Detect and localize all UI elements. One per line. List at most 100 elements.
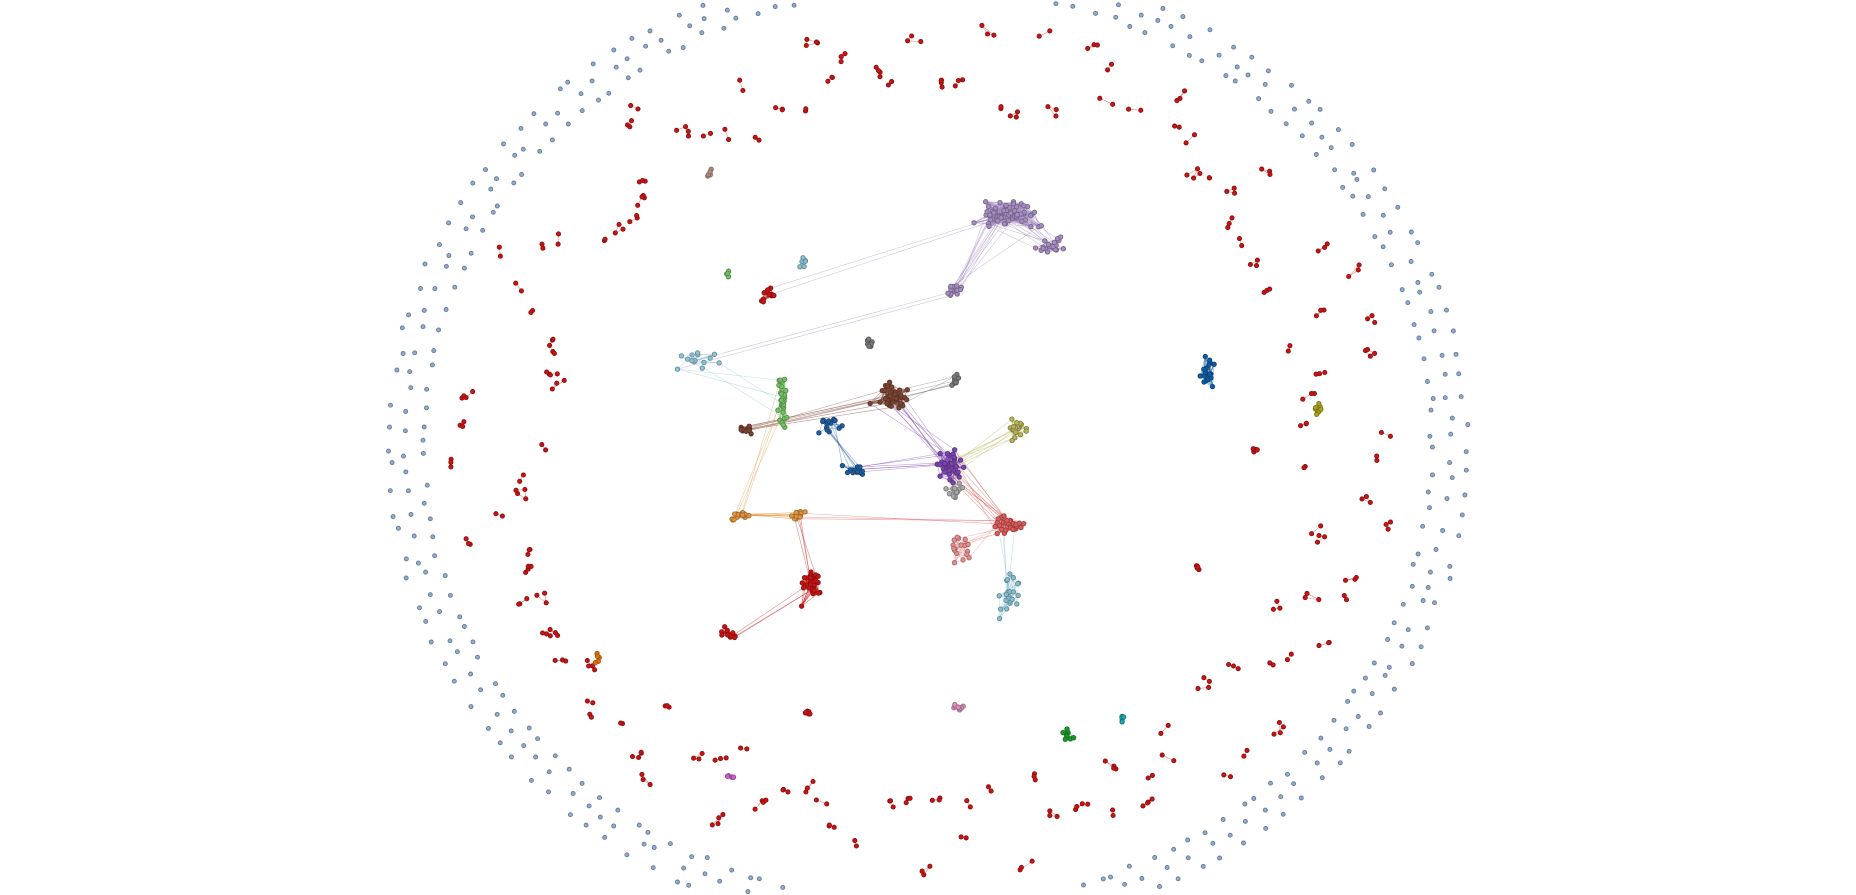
isolated-node [1436, 284, 1442, 290]
isolated-node [1371, 660, 1377, 666]
isolated-node [442, 573, 448, 579]
lavender-cluster-node [991, 210, 997, 216]
blue-cluster-node [832, 417, 838, 424]
isolated-node [1289, 82, 1294, 88]
isolated-node [1292, 106, 1297, 112]
small-component-node [831, 824, 837, 830]
small-component-node [1176, 124, 1182, 130]
small-component-node [1318, 523, 1324, 529]
graph-edge [828, 431, 861, 468]
small-component-node [709, 822, 715, 828]
graph-edge [693, 361, 785, 419]
isolated-node [667, 841, 673, 847]
isolated-node [423, 569, 429, 575]
small-component-node [1356, 262, 1362, 268]
small-component-node [540, 245, 546, 251]
red-cluster-node [807, 575, 814, 581]
small-component-node [683, 124, 689, 130]
purple-cluster-node [942, 469, 948, 475]
salmon-cluster-node [1004, 517, 1010, 524]
small-component-node [1047, 28, 1053, 34]
red-cluster-node [799, 580, 805, 586]
small-component-node [1364, 347, 1371, 353]
isolated-node [624, 56, 630, 62]
small-component-node [1316, 371, 1323, 377]
small-component-node [1355, 267, 1361, 273]
isolated-node [1227, 832, 1233, 838]
small-component-node [1149, 772, 1155, 778]
salmon-cluster-node [1013, 522, 1019, 528]
light-green-cluster-node [778, 397, 785, 403]
red-cluster-node [803, 709, 809, 715]
lavender-cluster-node [1019, 218, 1025, 224]
isolated-node [1180, 14, 1186, 20]
isolated-node [508, 754, 514, 760]
green-cluster-node [1064, 726, 1070, 732]
isolated-node [1350, 193, 1356, 199]
isolated-node [387, 424, 392, 430]
graph-edge [944, 428, 1019, 464]
isolated-node [493, 681, 498, 687]
isolated-node [401, 453, 406, 459]
red-cluster-node [801, 575, 808, 581]
graph-edge [833, 419, 843, 466]
graph-edge [950, 226, 1039, 288]
small-component-node [549, 386, 555, 392]
small-component-node [1304, 590, 1310, 596]
isolated-node [570, 791, 576, 796]
purple-cluster-node [951, 454, 957, 460]
small-component-node [752, 134, 758, 140]
isolated-node [1216, 52, 1222, 58]
green-cluster-node [1070, 735, 1077, 741]
graph-edge [734, 588, 814, 638]
small-component-node [1126, 106, 1132, 112]
small-component-node [1309, 531, 1315, 537]
isolated-node [1409, 583, 1415, 589]
small-component-node [674, 127, 680, 133]
isolated-node [497, 740, 503, 746]
graph-edge [904, 397, 952, 464]
small-component-node [1324, 241, 1330, 247]
small-component-node [1191, 175, 1197, 181]
purple-cluster-node [956, 474, 962, 480]
small-component-node [829, 74, 835, 80]
light-cyan-cluster-node [1004, 606, 1010, 612]
small-component-node [1302, 595, 1308, 601]
small-component-node [555, 632, 561, 639]
small-component-node [1226, 220, 1232, 227]
isolated-node [420, 450, 426, 456]
brown-cluster-node [882, 387, 888, 394]
isolated-node [1420, 598, 1426, 603]
isolated-node [1217, 855, 1223, 861]
isolated-node [611, 823, 617, 829]
graph-edge [962, 539, 966, 560]
red-cluster-node [771, 292, 777, 299]
small-component-node [773, 105, 779, 111]
isolated-node [1268, 780, 1273, 786]
isolated-node [494, 176, 499, 182]
small-component-node [907, 795, 913, 801]
isolated-node [1126, 863, 1132, 869]
salmon-cluster-node [997, 522, 1003, 529]
isolated-node [1372, 234, 1378, 240]
isolated-node [1346, 748, 1352, 754]
small-component-node [707, 130, 714, 136]
small-component-node [620, 226, 626, 232]
isolated-node [1380, 212, 1386, 218]
small-component-node [664, 703, 670, 709]
lavender-cluster-node [995, 218, 1001, 224]
isolated-node [1365, 194, 1371, 200]
isolated-node [1430, 396, 1436, 402]
small-component-node [1172, 123, 1178, 129]
isolated-node [432, 553, 438, 559]
small-component-node [1102, 758, 1108, 764]
isolated-node [791, 2, 797, 8]
small-component-node [1110, 812, 1116, 819]
small-component-node [723, 755, 729, 761]
brown-cluster-node [867, 400, 873, 407]
isolated-node [1360, 211, 1366, 217]
olive-cluster-node [1014, 420, 1020, 426]
small-component-node [1253, 263, 1260, 269]
red-cluster-node [798, 603, 805, 609]
isolated-node [442, 661, 448, 667]
